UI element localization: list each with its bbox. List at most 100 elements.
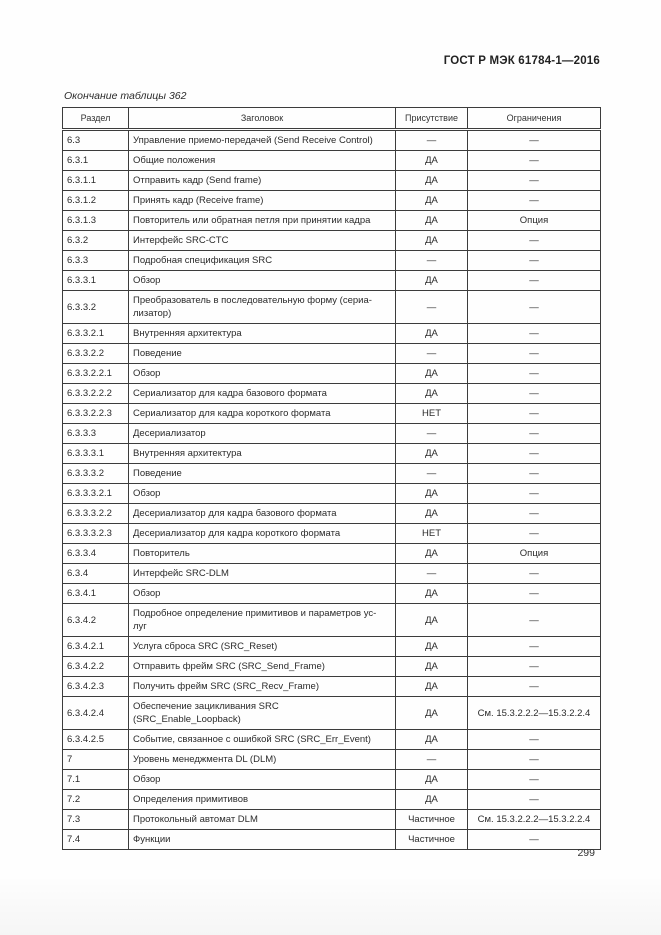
cell-title: Событие, связанное с ошибкой SRC (SRC_Er…: [128, 729, 396, 750]
table-row: 6.3.3.1 Обзор ДА —: [62, 270, 601, 291]
cell-title: Десериализатор для кадра базового формат…: [128, 503, 396, 524]
cell-restrictions: —: [467, 170, 601, 191]
table-row: 6.3.4 Интерфейс SRC-DLM — —: [62, 563, 601, 584]
cell-restrictions: —: [467, 563, 601, 584]
table-row: 6.3.4.2.2 Отправить фрейм SRC (SRC_Send_F…: [62, 656, 601, 677]
table-row: 6.3.3.3.1 Внутренняя архитектура ДА —: [62, 443, 601, 464]
cell-presence: ДА: [395, 676, 468, 697]
cell-presence: ДА: [395, 636, 468, 657]
cell-restrictions: Опция: [467, 210, 601, 231]
cell-presence: ДА: [395, 323, 468, 344]
cell-restrictions: —: [467, 230, 601, 251]
cell-restrictions: —: [467, 583, 601, 604]
cell-section: 6.3.3.2.2.2: [62, 383, 129, 404]
cell-section: 6.3.3.2.1: [62, 323, 129, 344]
cell-title: Поведение: [128, 343, 396, 364]
column-header-restrictions: Ограничения: [467, 107, 601, 131]
cell-section: 6.3.4.2.2: [62, 656, 129, 677]
cell-presence: ДА: [395, 210, 468, 231]
cell-presence: ДА: [395, 150, 468, 171]
table-row: 7.3 Протокольный автомат DLM Частичное См. …: [62, 809, 601, 830]
cell-presence: —: [395, 463, 468, 484]
cell-presence: ДА: [395, 656, 468, 677]
cell-restrictions: —: [467, 129, 601, 151]
cell-restrictions: —: [467, 603, 601, 637]
cell-presence: —: [395, 129, 468, 151]
column-header-title: Заголовок: [128, 107, 396, 131]
cell-presence: Частичное: [395, 809, 468, 830]
cell-presence: НЕТ: [395, 403, 468, 424]
table-row: 6.3.4.2.4 Обеспечение зацикливания SRC (S…: [62, 696, 601, 730]
cell-presence: ДА: [395, 483, 468, 504]
cell-title: Обеспечение зацикливания SRC (SRC_Enable…: [128, 696, 396, 730]
cell-restrictions: —: [467, 423, 601, 444]
cell-title: Обзор: [128, 483, 396, 504]
cell-restrictions: —: [467, 636, 601, 657]
cell-title: Обзор: [128, 270, 396, 291]
cell-section: 6.3.3.3.2.2: [62, 503, 129, 524]
table-row: 6.3.1 Общие положения ДА —: [62, 150, 601, 171]
cell-title: Уровень менеджмента DL (DLM): [128, 749, 396, 770]
cell-restrictions: См. 15.3.2.2.2—15.3.2.2.4: [467, 696, 601, 730]
cell-title: Обзор: [128, 363, 396, 384]
table-row: 6.3.3.3.2.2 Десериализатор для кадра базо…: [62, 503, 601, 524]
cell-restrictions: См. 15.3.2.2.2—15.3.2.2.4: [467, 809, 601, 830]
cell-restrictions: —: [467, 443, 601, 464]
cell-title: Протокольный автомат DLM: [128, 809, 396, 830]
cell-section: 6.3.3.3.2.1: [62, 483, 129, 504]
cell-title: Повторитель или обратная петля при приня…: [128, 210, 396, 231]
cell-title: Повторитель: [128, 543, 396, 564]
cell-restrictions: —: [467, 363, 601, 384]
cell-title: Десериализатор для кадра короткого форма…: [128, 523, 396, 544]
table-row: 7.2 Определения примитивов ДА —: [62, 789, 601, 810]
cell-title: Отправить фрейм SRC (SRC_Send_Frame): [128, 656, 396, 677]
cell-section: 6.3.4.2.4: [62, 696, 129, 730]
cell-restrictions: —: [467, 270, 601, 291]
cell-title: Внутренняя архитектура: [128, 323, 396, 344]
cell-restrictions: —: [467, 829, 601, 850]
cell-restrictions: —: [467, 290, 601, 324]
cell-presence: ДА: [395, 230, 468, 251]
table-row: 6.3.1.3 Повторитель или обратная петля пр…: [62, 210, 601, 231]
cell-presence: ДА: [395, 729, 468, 750]
table-row: 6.3.3.3.2 Поведение — —: [62, 463, 601, 484]
cell-title: Обзор: [128, 769, 396, 790]
table-caption: Окончание таблицы 362: [64, 90, 187, 102]
table-row: 6.3.1.2 Принять кадр (Receive frame) ДА —: [62, 190, 601, 211]
cell-section: 6.3.1.2: [62, 190, 129, 211]
cell-section: 6.3.3.2.2: [62, 343, 129, 364]
cell-presence: —: [395, 250, 468, 271]
scan-shadow: [0, 875, 661, 935]
cell-section: 6.3.1.3: [62, 210, 129, 231]
cell-section: 7.4: [62, 829, 129, 850]
table-row: 6.3.3.3.2.3 Десериализатор для кадра коро…: [62, 523, 601, 544]
cell-restrictions: —: [467, 190, 601, 211]
cell-presence: ДА: [395, 170, 468, 191]
cell-restrictions: —: [467, 150, 601, 171]
cell-title: Функции: [128, 829, 396, 850]
cell-presence: —: [395, 343, 468, 364]
cell-presence: ДА: [395, 190, 468, 211]
table-row: 6.3.3.2.2.3 Сериализатор для кадра коротк…: [62, 403, 601, 424]
cell-section: 7.1: [62, 769, 129, 790]
table-row: 6.3 Управление приемо-передачей (Send Rec…: [62, 129, 601, 151]
cell-title: Внутренняя архитектура: [128, 443, 396, 464]
cell-section: 7.3: [62, 809, 129, 830]
cell-restrictions: —: [467, 749, 601, 770]
cell-restrictions: —: [467, 403, 601, 424]
conformance-table: Раздел Заголовок Присутствие Ограничения…: [62, 107, 601, 850]
cell-restrictions: —: [467, 729, 601, 750]
table-row: 7.4 Функции Частичное —: [62, 829, 601, 850]
table-row: 6.3.2 Интерфейс SRC-CTC ДА —: [62, 230, 601, 251]
cell-section: 6.3: [62, 129, 129, 151]
cell-title: Определения примитивов: [128, 789, 396, 810]
cell-presence: ДА: [395, 270, 468, 291]
table-row: 6.3.1.1 Отправить кадр (Send frame) ДА —: [62, 170, 601, 191]
cell-title: Общие положения: [128, 150, 396, 171]
cell-title: Десериализатор: [128, 423, 396, 444]
cell-section: 6.3.4.2.5: [62, 729, 129, 750]
cell-presence: —: [395, 749, 468, 770]
cell-section: 7.2: [62, 789, 129, 810]
cell-title: Преобразователь в последовательную форму…: [128, 290, 396, 324]
